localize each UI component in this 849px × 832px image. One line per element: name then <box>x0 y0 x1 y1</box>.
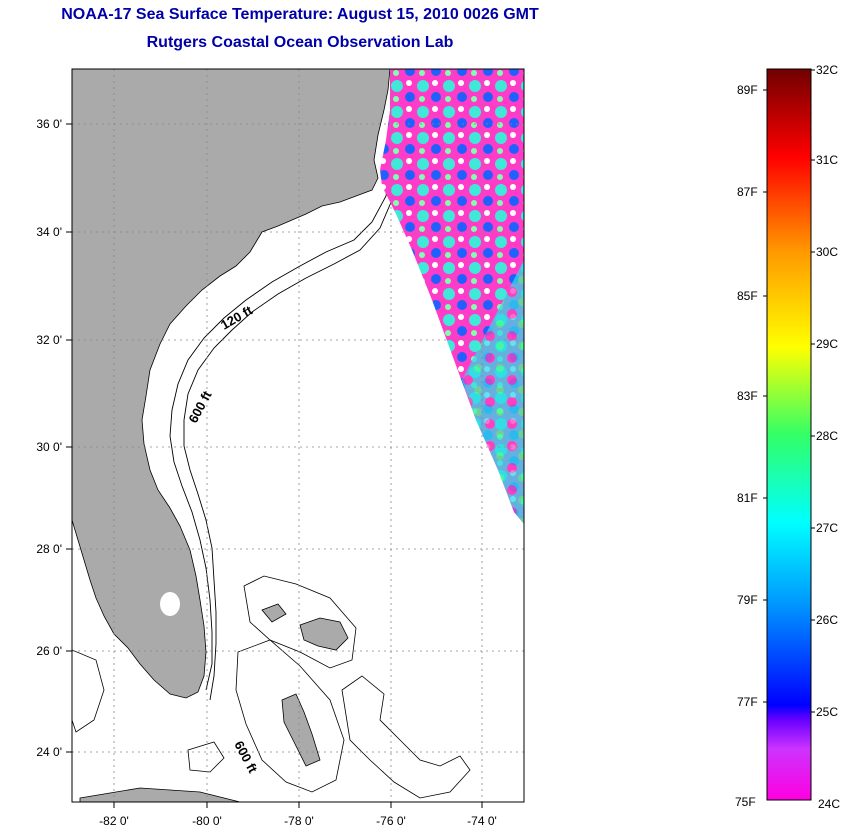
bank-outline-gulf <box>72 649 105 733</box>
lat-label-28: 28 0' <box>36 542 62 556</box>
bank-outline-exuma <box>341 675 471 799</box>
cb-c-27: 27C <box>816 521 839 535</box>
cb-f-81: 81F <box>737 491 758 505</box>
cb-f-83: 83F <box>737 389 758 403</box>
bahamas-abaco <box>299 617 349 651</box>
lat-label-36: 36 0' <box>36 117 62 131</box>
bahamas-grand <box>261 603 287 623</box>
lon-label-82: -82 0' <box>99 814 129 828</box>
cb-f-77: 77F <box>737 695 758 709</box>
map-subtitle: Rutgers Coastal Ocean Observation Lab <box>146 34 454 51</box>
cb-c-24: 24C <box>818 797 841 811</box>
lat-label-34: 34 0' <box>36 225 62 239</box>
cb-c-25: 25C <box>816 705 839 719</box>
map-border <box>71 68 525 803</box>
contour-600ft <box>183 169 395 701</box>
cb-f-89: 89F <box>737 83 758 97</box>
cb-f-79: 79F <box>737 593 758 607</box>
cb-c-30: 30C <box>816 245 839 259</box>
colorbar-gradient <box>766 68 812 801</box>
cb-c-28: 28C <box>816 429 839 443</box>
lon-label-74: -74 0' <box>467 814 497 828</box>
colorbar-ticks <box>763 69 815 713</box>
bank-outline-great <box>235 639 345 793</box>
lon-label-78: -78 0' <box>284 814 314 828</box>
land-cuba-edge <box>79 787 241 802</box>
lon-label-80: -80 0' <box>192 814 222 828</box>
lon-label-76: -76 0' <box>376 814 406 828</box>
cb-f-87: 87F <box>737 185 758 199</box>
cb-c-26: 26C <box>816 613 839 627</box>
bank-outline-little <box>243 575 357 669</box>
lake-okeechobee <box>160 592 180 616</box>
map-title: NOAA-17 Sea Surface Temperature: August … <box>61 6 539 23</box>
cb-c-31: 31C <box>816 153 839 167</box>
lat-label-24: 24 0' <box>36 745 62 759</box>
cb-c-29: 29C <box>816 337 839 351</box>
lat-label-26: 26 0' <box>36 644 62 658</box>
cb-c-32: 32C <box>816 63 839 77</box>
lat-label-30: 30 0' <box>36 440 62 454</box>
cb-f-85: 85F <box>737 289 758 303</box>
land-southeast-us <box>72 69 391 699</box>
contour-120ft <box>169 169 391 691</box>
lat-lon-grid <box>72 69 524 802</box>
lat-label-32: 32 0' <box>36 333 62 347</box>
axis-ticks <box>66 123 483 808</box>
cb-f-75: 75F <box>735 795 756 809</box>
bank-outline-cay <box>187 741 225 773</box>
sst-swath-south <box>462 260 524 524</box>
